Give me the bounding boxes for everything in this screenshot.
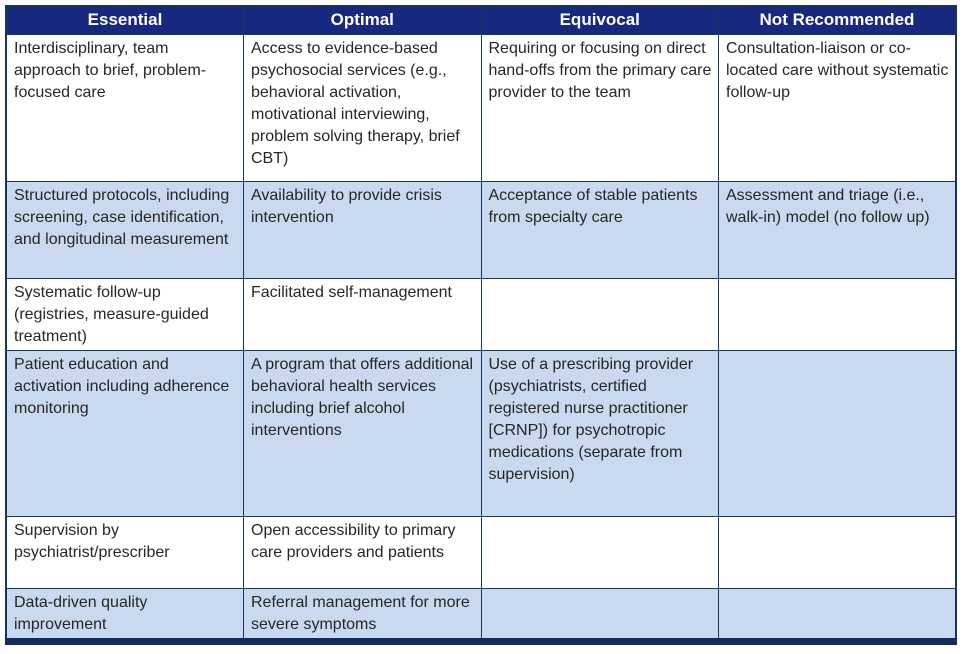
table-cell <box>480 587 719 642</box>
column-header: Not Recommended <box>718 5 957 35</box>
table-cell <box>718 349 957 517</box>
table-row: Supervision by psychiatrist/prescriber Op… <box>5 515 957 589</box>
table-cell: A program that offers additional behavio… <box>243 349 482 517</box>
care-model-comparison-table: Essential Optimal Equivocal Not Recommended… <box>5 5 958 645</box>
table-row: Structured protocols, including screenin… <box>5 180 957 279</box>
table-cell: Structured protocols, including screenin… <box>5 180 244 279</box>
column-header: Essential <box>5 5 244 35</box>
table-cell: Acceptance of stable patients from speci… <box>480 180 719 279</box>
table-cell: Referral management for more severe symp… <box>243 587 482 642</box>
table-cell: Assessment and triage (i.e., walk-in) mo… <box>718 180 957 279</box>
table-body: Interdisciplinary, team approach to brie… <box>5 33 957 642</box>
comparison-table: Essential Optimal Equivocal Not Recommended… <box>5 5 957 645</box>
table-cell: Use of a prescribing provider (psychiatr… <box>480 349 719 517</box>
table-cell: Access to evidence-based psychosocial se… <box>243 33 482 182</box>
table-cell: Patient education and activation includi… <box>5 349 244 517</box>
table-cell: Consultation-liaison or co-located care … <box>718 33 957 182</box>
table-cell <box>480 277 719 351</box>
table-cell: Requiring or focusing on direct hand-off… <box>480 33 719 182</box>
table-cell: Systematic follow-up (registries, measur… <box>5 277 244 351</box>
table-cell: Interdisciplinary, team approach to brie… <box>5 33 244 182</box>
table-row: Patient education and activation includi… <box>5 349 957 517</box>
table-row: Data-driven quality improvement Referral … <box>5 587 957 642</box>
column-header: Equivocal <box>480 5 719 35</box>
table-row: Interdisciplinary, team approach to brie… <box>5 33 957 182</box>
table-cell <box>718 515 957 589</box>
column-header: Optimal <box>243 5 482 35</box>
table-cell <box>718 277 957 351</box>
table-cell: Data-driven quality improvement <box>5 587 244 642</box>
table-cell <box>480 515 719 589</box>
table-cell: Availability to provide crisis intervent… <box>243 180 482 279</box>
header-row: Essential Optimal Equivocal Not Recommended <box>5 5 957 35</box>
table-row: Systematic follow-up (registries, measur… <box>5 277 957 351</box>
table-cell <box>718 587 957 642</box>
table-cell: Supervision by psychiatrist/prescriber <box>5 515 244 589</box>
table-cell: Facilitated self-management <box>243 277 482 351</box>
table-cell: Open accessibility to primary care provi… <box>243 515 482 589</box>
